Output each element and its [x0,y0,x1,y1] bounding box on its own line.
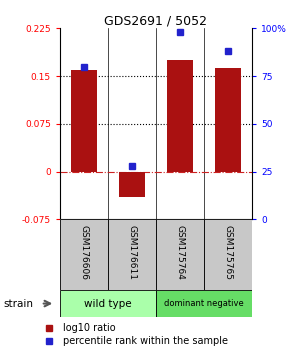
Text: strain: strain [3,298,33,309]
Text: GSM176606: GSM176606 [80,225,88,280]
Text: log10 ratio: log10 ratio [63,323,116,333]
Text: dominant negative: dominant negative [164,299,244,308]
Text: wild type: wild type [84,298,132,309]
Bar [119,172,145,197]
Text: GSM175764: GSM175764 [176,225,184,280]
Bar [60,219,108,290]
Text: percentile rank within the sample: percentile rank within the sample [63,336,228,346]
Text: GSM175765: GSM175765 [224,225,232,280]
Title: GDS2691 / 5052: GDS2691 / 5052 [104,14,208,27]
Bar [204,219,252,290]
Bar [156,219,204,290]
Bar [215,68,241,172]
Bar [60,290,156,317]
Bar [108,219,156,290]
Bar [167,60,193,172]
Text: GSM176611: GSM176611 [128,225,136,280]
Bar [71,70,97,172]
Bar [156,290,252,317]
